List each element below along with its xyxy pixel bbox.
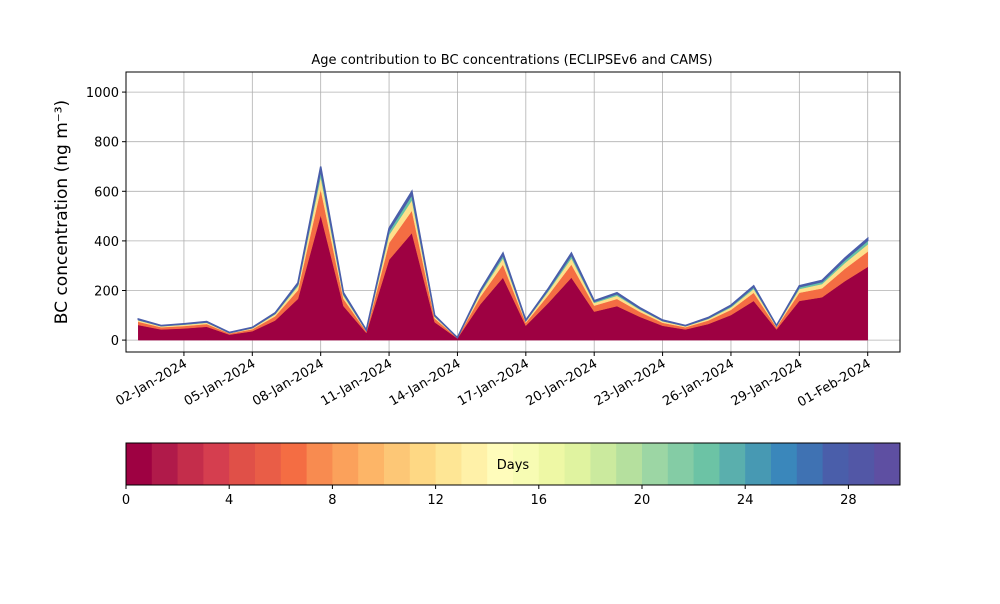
colorbar-swatch xyxy=(126,443,153,485)
colorbar-swatch xyxy=(796,443,824,485)
x-tick-label: 26-Jan-2024 xyxy=(660,356,737,409)
colorbar-swatch xyxy=(461,443,488,485)
colorbar-swatch xyxy=(384,443,411,485)
colorbar-swatch xyxy=(203,443,230,485)
x-tick-label: 05-Jan-2024 xyxy=(182,356,259,409)
y-tick-label: 800 xyxy=(94,136,119,151)
colorbar-swatch xyxy=(229,443,256,485)
colorbar-swatch xyxy=(409,443,437,485)
colorbar-tick-label: 12 xyxy=(427,493,444,508)
colorbar-tick-label: 16 xyxy=(531,493,548,508)
colorbar-swatch xyxy=(435,443,462,485)
area-layer xyxy=(137,166,869,339)
colorbar-swatch xyxy=(874,443,901,485)
plot-frame xyxy=(125,71,901,353)
colorbar-tick-label: 24 xyxy=(737,493,754,508)
chart-title: Age contribution to BC concentrations (E… xyxy=(311,53,712,68)
x-tick-label: 02-Jan-2024 xyxy=(113,356,190,409)
x-tick-label: 11-Jan-2024 xyxy=(318,356,395,409)
y-tick-label: 400 xyxy=(94,235,119,250)
colorbar-swatch xyxy=(616,443,643,485)
colorbar-swatch xyxy=(151,443,179,485)
colorbar-swatch xyxy=(822,443,849,485)
colorbar-swatch xyxy=(771,443,798,485)
colorbar-swatch xyxy=(848,443,875,485)
x-tick-label: 14-Jan-2024 xyxy=(387,356,464,409)
colorbar-swatch xyxy=(538,443,566,485)
colorbar-swatch xyxy=(280,443,308,485)
colorbar-swatch xyxy=(564,443,591,485)
colorbar-swatch xyxy=(255,443,282,485)
colorbar-swatch xyxy=(306,443,333,485)
y-axis-label: BC concentration (ng m⁻³) xyxy=(52,100,72,324)
y-tick-label: 0 xyxy=(111,334,119,349)
colorbar-tick-label: 8 xyxy=(328,493,336,508)
colorbar-tick-label: 20 xyxy=(634,493,651,508)
y-tick-label: 1000 xyxy=(86,86,119,101)
colorbar-swatch xyxy=(332,443,359,485)
x-tick-label: 08-Jan-2024 xyxy=(250,356,327,409)
x-tick-label: 23-Jan-2024 xyxy=(592,356,669,409)
x-tick-label: 29-Jan-2024 xyxy=(729,356,806,409)
colorbar-swatch xyxy=(590,443,617,485)
y-tick-label: 600 xyxy=(94,185,119,200)
colorbar-swatch xyxy=(487,443,514,485)
colorbar-swatch xyxy=(693,443,720,485)
colorbar-swatch xyxy=(358,443,385,485)
x-tick-label: 20-Jan-2024 xyxy=(524,356,601,409)
x-tick-label: 01-Feb-2024 xyxy=(795,356,874,410)
colorbar-frame xyxy=(125,442,901,486)
colorbar-swatch xyxy=(177,443,204,485)
colorbar-swatch xyxy=(642,443,669,485)
colorbar-tick-label: 28 xyxy=(840,493,857,508)
y-tick-label: 200 xyxy=(94,284,119,299)
colorbar-label: Days xyxy=(497,458,530,473)
colorbar-swatch xyxy=(513,443,540,485)
colorbar-tick-label: 4 xyxy=(225,493,233,508)
colorbar-swatch xyxy=(667,443,695,485)
colorbar-swatch xyxy=(719,443,746,485)
colorbar-swatch xyxy=(745,443,772,485)
colorbar-tick-label: 0 xyxy=(122,493,130,508)
x-tick-label: 17-Jan-2024 xyxy=(455,356,532,409)
